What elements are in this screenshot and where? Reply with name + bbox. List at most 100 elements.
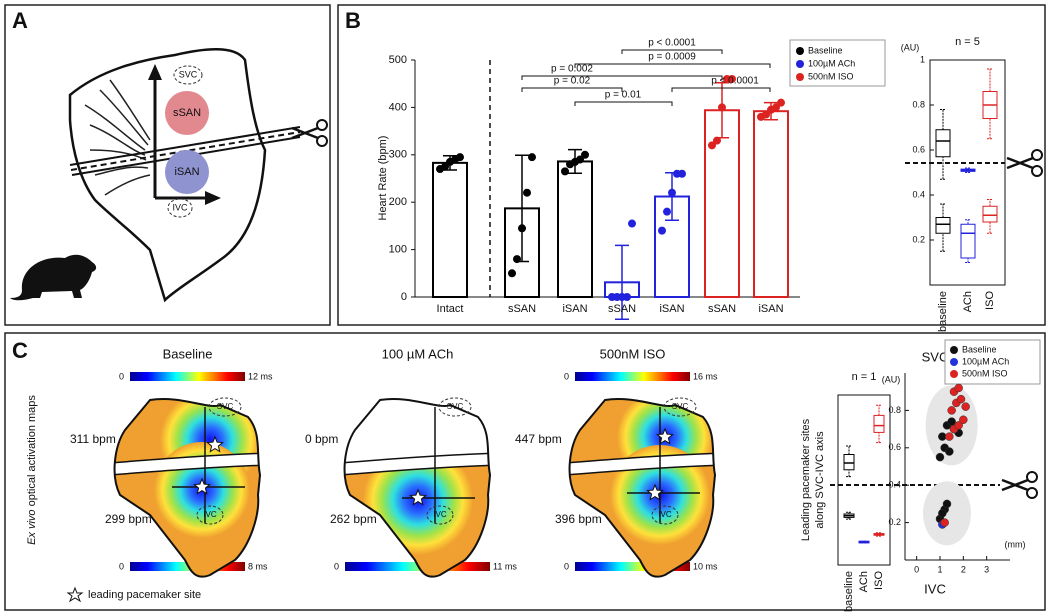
box (935, 217, 951, 234)
bracket (671, 87, 771, 92)
activation-map: SVC IVC (343, 397, 492, 578)
y-tick-label: 0.6 (888, 442, 901, 452)
panel-letter: B (345, 8, 361, 33)
star-legend (66, 586, 84, 603)
y-tick-label: 0.8 (888, 405, 901, 415)
error-bar (615, 244, 629, 321)
side-label: Ex vivo optical activation maps (26, 395, 38, 545)
data-point (772, 103, 780, 112)
data-point (945, 432, 954, 441)
data-point (518, 224, 526, 233)
rate-label: 299 bpm (105, 512, 152, 526)
data-point (523, 188, 531, 197)
data-point (942, 499, 952, 509)
map-fill (344, 398, 491, 577)
svc-label: SVC (217, 402, 234, 411)
p-value: p < 0.0001 (648, 38, 696, 49)
colorbar-label: 12 ms (248, 371, 273, 381)
y-tick-label: 0.2 (888, 517, 901, 527)
p-value: p < 0.0001 (711, 76, 759, 87)
x-tick-label: ACh (962, 291, 974, 312)
x-tick-label: ISO (873, 571, 885, 590)
error-line (615, 244, 629, 321)
y-axis-label: along SVC-IVC axis (814, 431, 826, 529)
data-point (956, 394, 966, 404)
svc-ring (438, 397, 472, 417)
ivc-ring (651, 505, 679, 525)
data-point (623, 293, 631, 301)
x-tick-label: 3 (984, 564, 989, 574)
data-point (961, 402, 970, 411)
data-point (938, 509, 947, 518)
whisker (987, 199, 993, 234)
y-tick-label: 0.4 (888, 480, 901, 490)
heart-schematic (10, 48, 329, 303)
legend-swatch (796, 47, 804, 55)
colorbar-label: 0 (564, 371, 569, 381)
x-axis-label: (mm) (1005, 539, 1026, 549)
legend-label: 100µM ACh (962, 356, 1009, 366)
colorbar-label: 11 ms (493, 561, 517, 571)
box (873, 414, 885, 433)
label: IVC (172, 202, 188, 212)
legend-label: Baseline (962, 344, 997, 354)
legend-label: 100µM ACh (808, 58, 855, 68)
legend-swatch (950, 358, 958, 366)
data-point (456, 153, 464, 162)
x-tick-label: iSAN (659, 303, 684, 315)
x-tick-label: 0 (914, 564, 919, 574)
svc-label: SVC (447, 402, 464, 411)
x-tick-label: ISO (984, 291, 996, 310)
plot-frame (929, 59, 1006, 286)
x-tick-label: sSAN (608, 303, 636, 315)
data-point (945, 447, 954, 456)
data-point (954, 421, 963, 430)
map-fill (114, 398, 261, 577)
ivc-label: IVC (203, 510, 217, 519)
y-tick-label: 0.8 (912, 99, 925, 109)
map-title: Baseline (163, 346, 213, 361)
panel-letter: A (12, 8, 28, 33)
colorbar (130, 372, 245, 381)
p-value: p = 0.0009 (648, 52, 696, 63)
crosshair (172, 407, 245, 523)
panel-frame (4, 4, 331, 326)
outline (343, 398, 492, 578)
colorbar-label: 10 ms (693, 561, 718, 571)
svc-ring (663, 397, 697, 417)
bracket (621, 49, 723, 54)
data-point (508, 269, 516, 278)
data-point (718, 103, 726, 112)
plot-frame (837, 394, 891, 566)
scissors (1005, 148, 1044, 178)
y-tick-label: 0.2 (912, 234, 925, 244)
map-title: 500nM ISO (600, 346, 666, 361)
star (206, 435, 224, 453)
colorbar-label: 8 ms (248, 561, 268, 571)
data-point (441, 162, 449, 171)
svc-label: SVC (672, 402, 689, 411)
data-point (954, 383, 963, 393)
y-tick-label: 500 (389, 54, 407, 66)
data-point (935, 452, 945, 462)
rate-label: 396 bpm (555, 512, 602, 526)
colorbar (575, 562, 690, 571)
x-tick-label: baseline (843, 571, 855, 612)
data-point (561, 167, 569, 176)
bracket (574, 63, 771, 68)
bracket (521, 75, 723, 80)
y-tick-label: 0.6 (912, 144, 925, 154)
data-point (762, 110, 770, 119)
colorbar-label: 16 ms (693, 371, 718, 381)
box (843, 454, 855, 471)
box (960, 223, 976, 259)
data-point (940, 518, 949, 527)
x-tick-label: iSAN (758, 303, 783, 315)
p-value: p = 0.02 (554, 76, 591, 87)
x-tick-label: baseline (937, 291, 949, 332)
top-label: SVC (922, 349, 949, 364)
legend-swatch (950, 370, 958, 378)
data-point (728, 74, 736, 83)
activation-map: SVC IVC (113, 397, 262, 578)
whisker (987, 68, 993, 140)
